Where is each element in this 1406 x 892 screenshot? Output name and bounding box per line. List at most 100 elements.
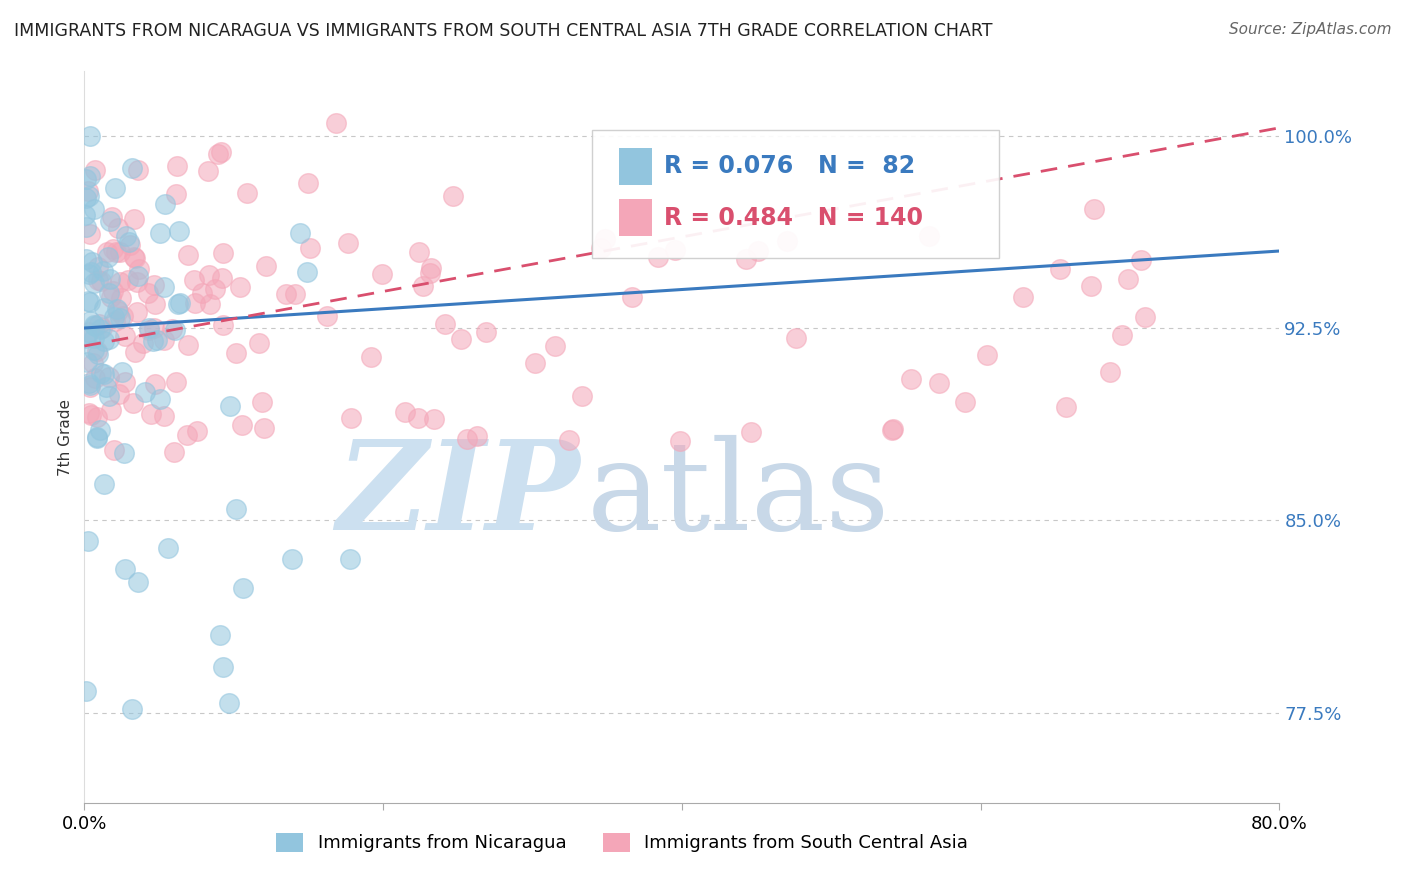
- Point: [138, 321, 160, 335]
- Point: [82, 254, 104, 268]
- Point: [75, 172, 97, 186]
- Point: [163, 323, 186, 337]
- Point: [153, 334, 176, 348]
- Point: [211, 271, 233, 285]
- Point: [976, 348, 998, 362]
- Point: [142, 334, 165, 349]
- Text: atlas: atlas: [586, 435, 890, 556]
- Point: [79, 378, 101, 392]
- Point: [475, 325, 498, 339]
- Point: [79, 295, 101, 310]
- Point: [97, 332, 120, 346]
- Point: [117, 273, 139, 287]
- Point: [166, 187, 188, 202]
- Point: [122, 212, 145, 227]
- Point: [176, 428, 198, 442]
- Point: [104, 314, 127, 328]
- Point: [209, 145, 232, 159]
- Point: [212, 246, 235, 260]
- Point: [125, 275, 148, 289]
- Point: [211, 318, 233, 332]
- Point: [77, 189, 100, 203]
- Point: [114, 562, 136, 576]
- Text: R = 0.484   N = 140: R = 0.484 N = 140: [664, 206, 922, 229]
- Point: [108, 244, 131, 259]
- Point: [219, 399, 242, 413]
- Point: [89, 317, 111, 331]
- Point: [104, 244, 127, 259]
- Point: [84, 318, 107, 333]
- Point: [132, 335, 155, 350]
- Point: [90, 320, 112, 334]
- Point: [184, 296, 207, 310]
- Point: [339, 551, 361, 566]
- Point: [419, 261, 441, 276]
- Point: [231, 418, 253, 433]
- Point: [86, 430, 108, 444]
- Point: [76, 184, 98, 198]
- Point: [340, 410, 363, 425]
- Point: [149, 227, 172, 241]
- Point: [86, 344, 108, 359]
- Point: [412, 279, 434, 293]
- Point: [163, 444, 186, 458]
- Point: [73, 208, 96, 222]
- Point: [124, 251, 146, 265]
- Point: [122, 250, 145, 264]
- Point: [107, 302, 129, 317]
- Point: [186, 424, 208, 438]
- Point: [143, 376, 166, 391]
- Point: [84, 370, 107, 384]
- Point: [593, 232, 616, 246]
- Point: [543, 339, 565, 353]
- Point: [900, 372, 922, 386]
- Point: [225, 345, 247, 359]
- Point: [880, 423, 903, 437]
- FancyBboxPatch shape: [619, 199, 652, 235]
- Point: [156, 541, 179, 555]
- Point: [108, 311, 131, 326]
- Point: [86, 347, 108, 361]
- Point: [107, 304, 129, 318]
- Point: [169, 296, 191, 310]
- Point: [86, 410, 108, 425]
- Point: [127, 162, 149, 177]
- Point: [523, 356, 546, 370]
- Point: [128, 261, 150, 276]
- Point: [1098, 366, 1121, 380]
- Point: [155, 196, 177, 211]
- Point: [247, 336, 270, 351]
- Point: [669, 434, 692, 448]
- Point: [735, 252, 758, 266]
- Point: [450, 332, 472, 346]
- Point: [146, 333, 169, 347]
- Point: [98, 214, 121, 228]
- Point: [89, 321, 111, 335]
- Point: [104, 181, 127, 195]
- Point: [120, 238, 142, 252]
- Point: [83, 318, 105, 333]
- Point: [96, 244, 118, 259]
- Point: [558, 434, 581, 448]
- Point: [90, 366, 112, 380]
- Point: [100, 403, 122, 417]
- Point: [419, 266, 441, 280]
- Point: [190, 285, 212, 300]
- Point: [423, 412, 446, 426]
- Point: [918, 228, 941, 243]
- Point: [664, 243, 686, 257]
- Text: IMMIGRANTS FROM NICARAGUA VS IMMIGRANTS FROM SOUTH CENTRAL ASIA 7TH GRADE CORREL: IMMIGRANTS FROM NICARAGUA VS IMMIGRANTS …: [14, 22, 993, 40]
- Point: [295, 265, 318, 279]
- Point: [134, 384, 156, 399]
- Point: [160, 322, 183, 336]
- Point: [198, 268, 221, 282]
- Point: [1129, 252, 1152, 267]
- Point: [143, 297, 166, 311]
- Point: [122, 396, 145, 410]
- Point: [740, 425, 762, 440]
- Point: [252, 394, 274, 409]
- Point: [166, 159, 188, 173]
- Point: [165, 375, 187, 389]
- Point: [127, 575, 149, 590]
- Point: [167, 224, 190, 238]
